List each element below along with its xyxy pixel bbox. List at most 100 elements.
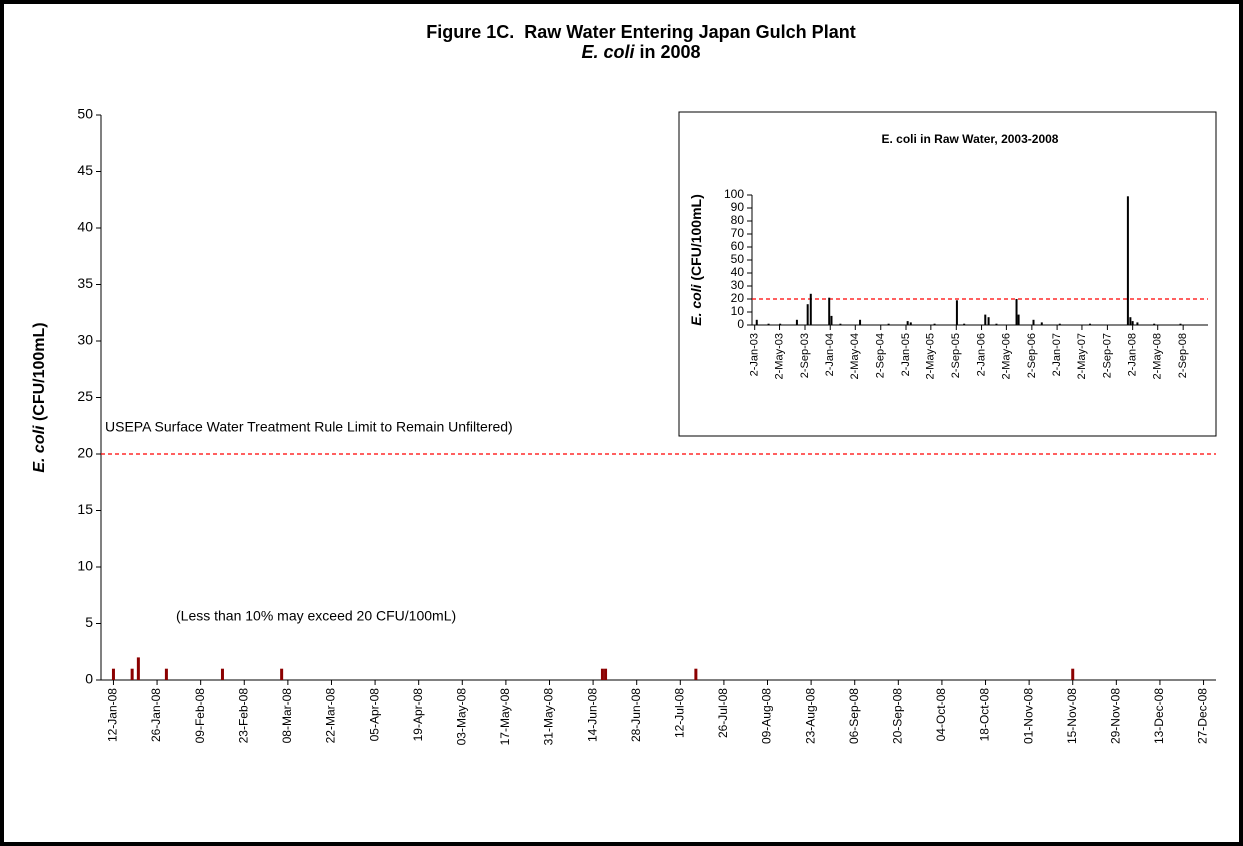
y-tick-label: 20 [77, 445, 93, 461]
y-label-italic: E. coli [688, 283, 704, 325]
bar [136, 657, 140, 680]
x-tick-label: 2-Sep-08 [1177, 333, 1189, 378]
x-tick-label: 2-Jan-08 [1127, 333, 1139, 376]
x-tick-label: 2-May-08 [1152, 333, 1164, 379]
bar [1153, 323, 1156, 325]
x-tick-label: 2-Sep-04 [875, 333, 887, 378]
bar [987, 317, 990, 325]
bar [830, 315, 833, 325]
bar [984, 314, 987, 325]
chart-subtitle: E. coli in 2008 [581, 42, 700, 62]
bar [955, 300, 958, 325]
bar [164, 668, 168, 680]
x-tick-label: 09-Aug-08 [760, 688, 774, 744]
y-tick-label: 40 [77, 219, 93, 235]
x-tick-label: 09-Feb-08 [193, 688, 207, 744]
bar [767, 323, 770, 325]
y-tick-label: 30 [731, 278, 745, 292]
bar [887, 323, 890, 325]
x-tick-label: 23-Aug-08 [803, 688, 817, 744]
bar [600, 668, 604, 680]
x-tick-label: 15-Nov-08 [1065, 688, 1079, 744]
bar [806, 304, 809, 325]
x-tick-label: 22-Mar-08 [324, 688, 338, 744]
y-tick-label: 10 [731, 304, 745, 318]
x-tick-label: 28-Jun-08 [629, 688, 643, 742]
x-tick-label: 18-Oct-08 [978, 688, 992, 742]
bar [1032, 319, 1035, 325]
y-label-italic: E. coli [31, 425, 48, 473]
x-tick-label: 2-Jan-04 [824, 333, 836, 376]
y-tick-label: 50 [77, 106, 93, 122]
annotation: (Less than 10% may exceed 20 CFU/100mL) [176, 608, 456, 624]
x-tick-label: 2-Sep-05 [950, 333, 962, 378]
y-tick-label: 20 [731, 291, 745, 305]
bar [828, 297, 831, 325]
bar [220, 668, 224, 680]
x-tick-label: 29-Nov-08 [1109, 688, 1123, 744]
bar [694, 668, 698, 680]
y-tick-label: 35 [77, 275, 93, 291]
x-tick-label: 12-Jul-08 [672, 688, 686, 738]
bar [1058, 323, 1061, 325]
y-tick-label: 10 [77, 558, 93, 574]
x-tick-label: 26-Jul-08 [716, 688, 730, 738]
y-tick-label: 0 [737, 317, 744, 331]
y-tick-label: 90 [731, 200, 745, 214]
x-tick-label: 2-Sep-07 [1101, 333, 1113, 378]
x-tick-label: 27-Dec-08 [1196, 688, 1210, 744]
bar [859, 319, 862, 325]
x-tick-label: 19-Apr-08 [411, 688, 425, 742]
x-tick-label: 12-Jan-08 [106, 688, 120, 742]
bar [604, 668, 608, 680]
y-tick-label: 30 [77, 332, 93, 348]
bar [1071, 668, 1075, 680]
subtitle-italic: E. coli [581, 42, 635, 62]
bar [933, 323, 936, 325]
bar [995, 323, 998, 325]
y-tick-label: 60 [731, 239, 745, 253]
x-tick-label: 14-Jun-08 [585, 688, 599, 742]
y-tick-label: 0 [85, 671, 93, 687]
y-axis-label: E. coli (CFU/100mL) [31, 322, 48, 472]
bar [795, 319, 798, 325]
y-label-rest: (CFU/100mL) [688, 194, 704, 284]
y-label-rest: (CFU/100mL) [31, 322, 48, 425]
x-tick-label: 31-May-08 [542, 688, 556, 746]
x-tick-label: 2-Sep-03 [799, 333, 811, 378]
bar [1179, 323, 1182, 325]
x-tick-label: 03-May-08 [454, 688, 468, 746]
bar [111, 668, 115, 680]
chart-title: Figure 1C. Raw Water Entering Japan Gulc… [426, 22, 855, 42]
x-tick-label: 2-Sep-06 [1026, 333, 1038, 378]
bar [909, 322, 912, 325]
bar [809, 293, 812, 325]
x-tick-label: 04-Oct-08 [934, 688, 948, 742]
x-tick-label: 23-Feb-08 [236, 688, 250, 744]
y-tick-label: 100 [724, 187, 744, 201]
x-tick-label: 2-May-06 [1000, 333, 1012, 379]
x-tick-label: 01-Nov-08 [1021, 688, 1035, 744]
y-axis-label: E. coli (CFU/100mL) [688, 194, 704, 325]
y-tick-label: 80 [731, 213, 745, 227]
bar [963, 323, 966, 325]
bar [1089, 323, 1092, 325]
y-tick-label: 15 [77, 501, 93, 517]
bar [1126, 196, 1129, 325]
x-tick-label: 08-Mar-08 [280, 688, 294, 744]
bar [130, 668, 134, 680]
x-tick-label: 2-Jan-05 [900, 333, 912, 376]
bar [839, 323, 842, 325]
x-tick-label: 2-Jan-07 [1051, 333, 1063, 376]
y-tick-label: 45 [77, 162, 93, 178]
x-tick-label: 13-Dec-08 [1152, 688, 1166, 744]
y-tick-label: 70 [731, 226, 745, 240]
x-tick-label: 05-Apr-08 [367, 688, 381, 742]
x-tick-label: 06-Sep-08 [847, 688, 861, 744]
bar [906, 321, 909, 325]
y-tick-label: 40 [731, 265, 745, 279]
x-tick-label: 20-Sep-08 [890, 688, 904, 744]
subtitle-rest: in 2008 [634, 42, 700, 62]
x-tick-label: 2-May-03 [773, 333, 785, 379]
inset-title: E. coli in Raw Water, 2003-2008 [882, 132, 1059, 146]
